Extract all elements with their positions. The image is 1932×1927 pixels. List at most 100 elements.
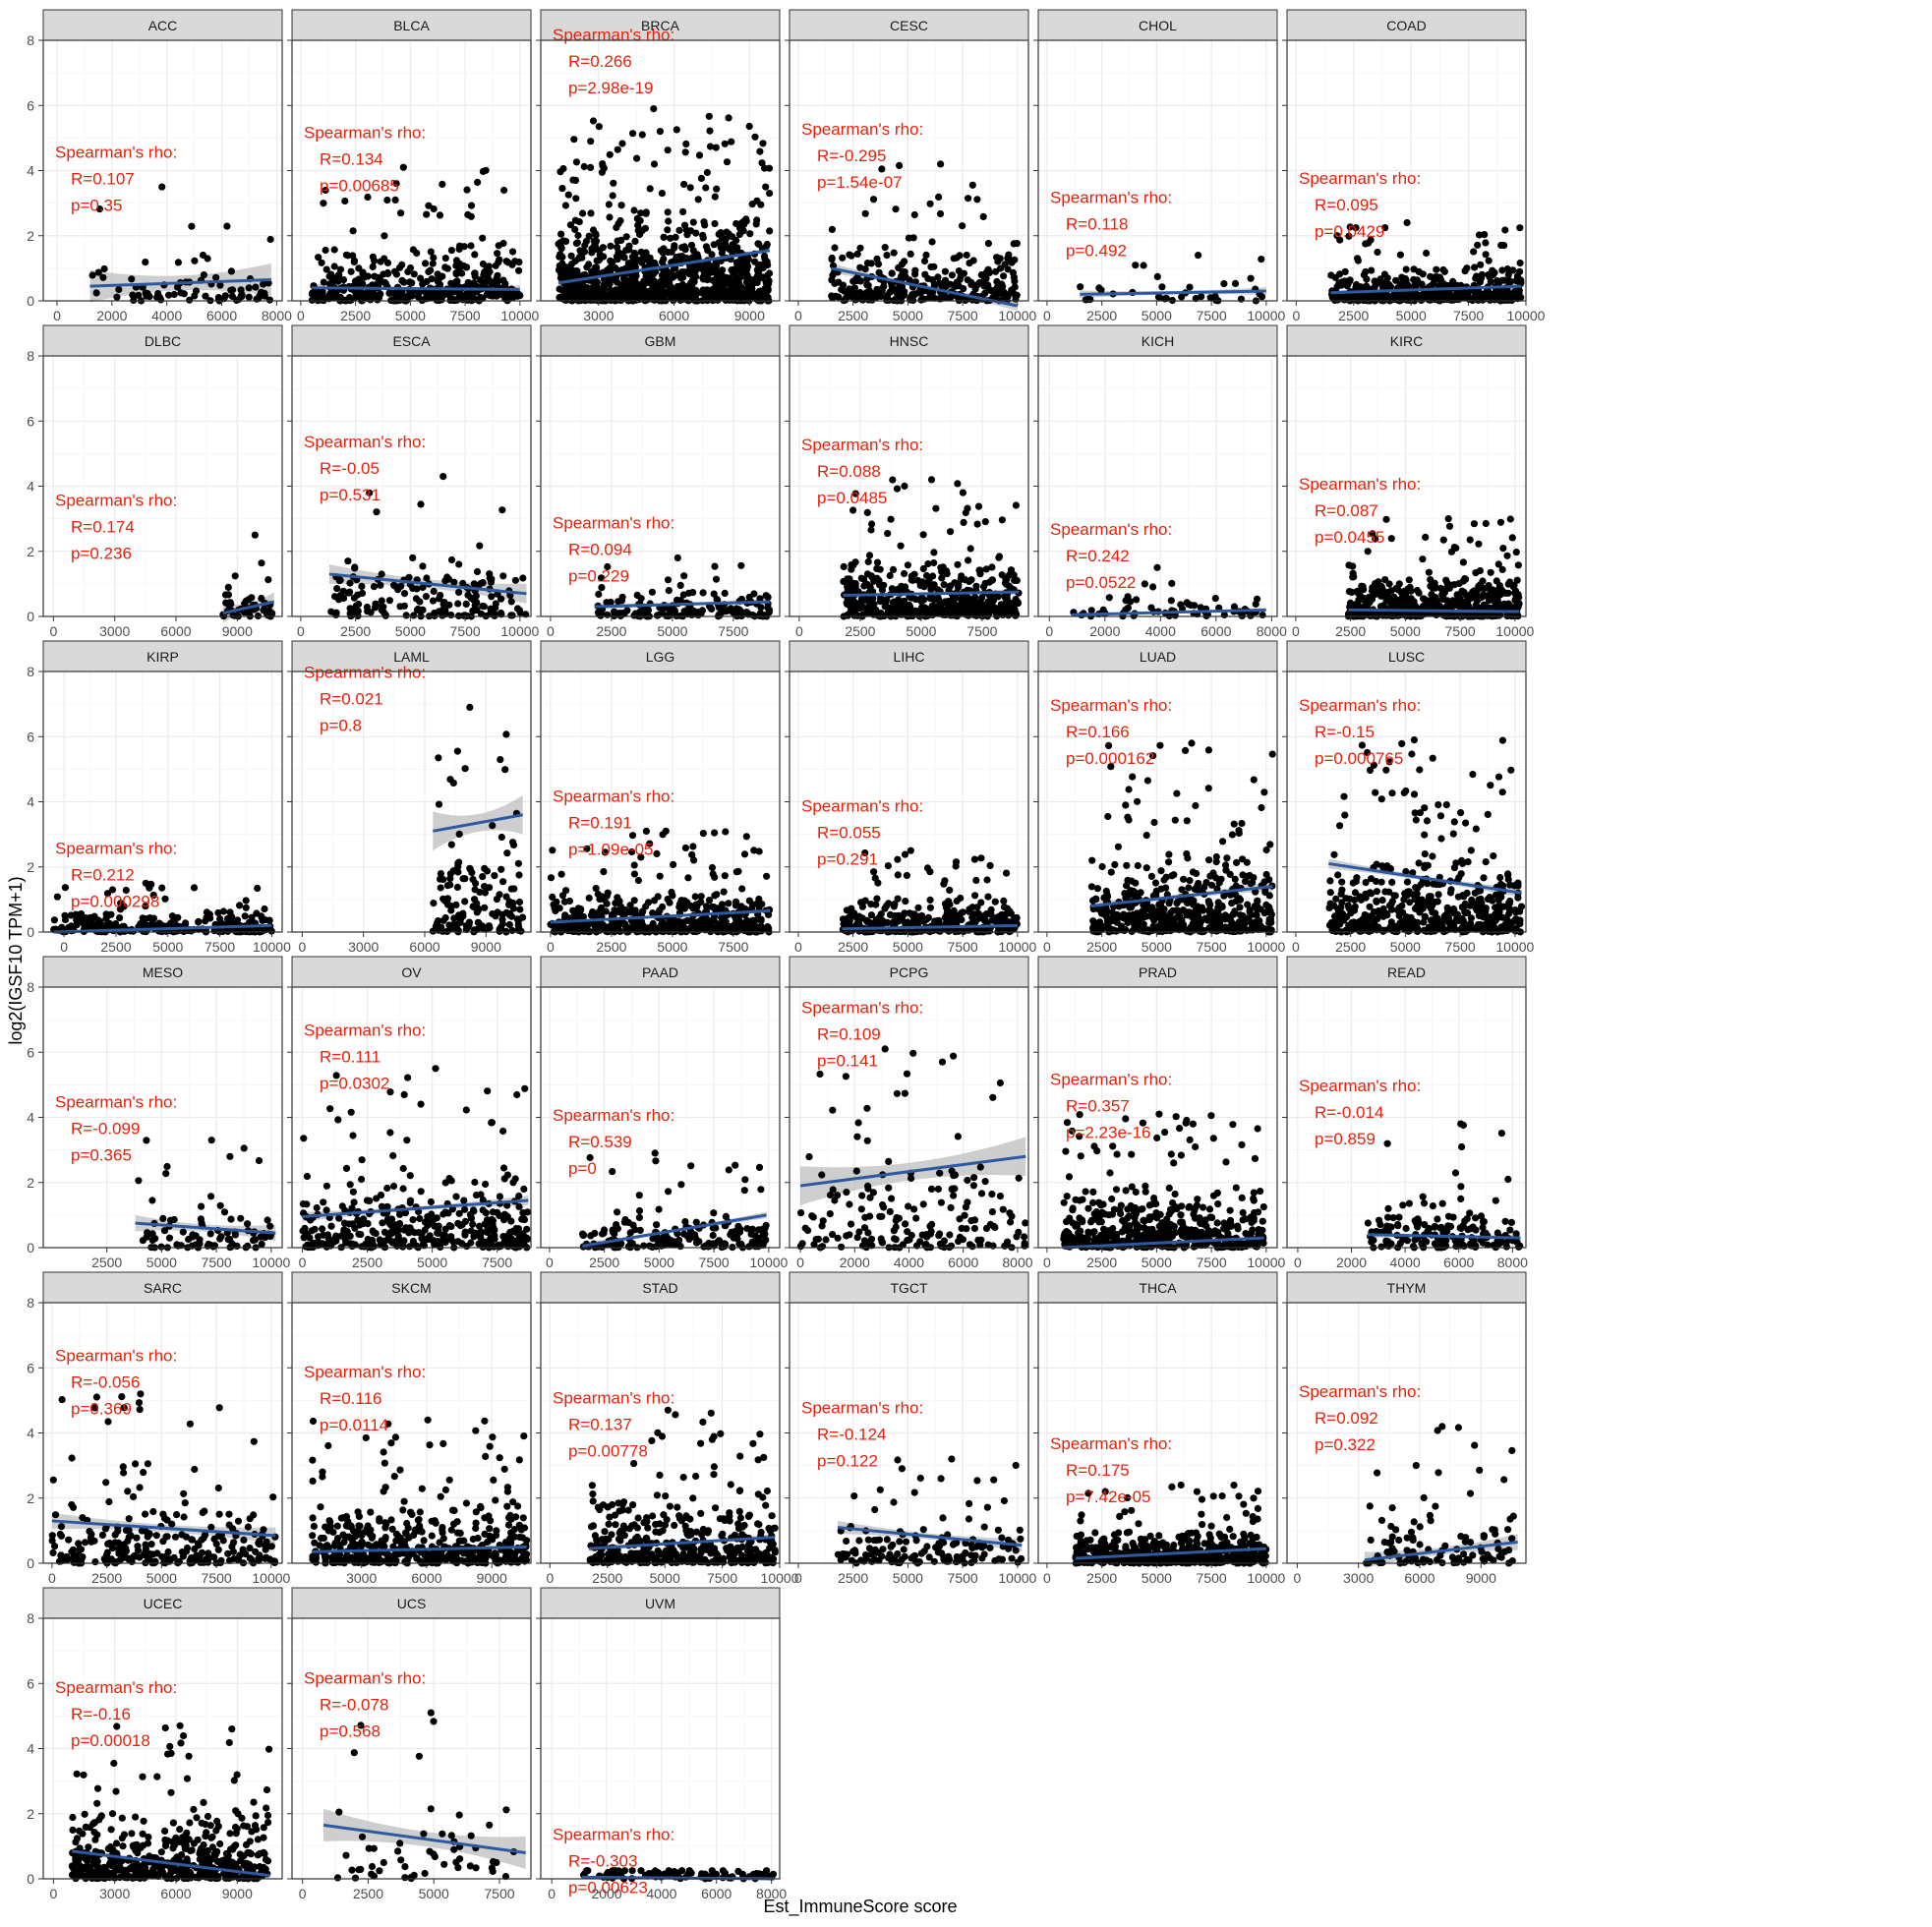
data-point — [517, 928, 524, 935]
stat-p-value: p=0.000298 — [71, 893, 159, 911]
data-point — [1376, 275, 1383, 282]
data-point — [475, 919, 482, 926]
data-point — [600, 287, 607, 294]
data-point — [680, 572, 687, 579]
data-point — [411, 270, 418, 277]
data-point — [1403, 265, 1410, 272]
data-point — [630, 206, 637, 213]
data-point — [865, 558, 872, 565]
data-point — [1361, 271, 1368, 278]
data-point — [1077, 283, 1083, 290]
data-point — [1504, 297, 1511, 304]
data-point — [737, 562, 744, 569]
data-point — [600, 253, 607, 260]
data-point — [829, 226, 836, 233]
data-point — [867, 289, 874, 296]
x-tick-label: 7500 — [450, 308, 481, 323]
data-point — [357, 280, 364, 287]
y-tick-label: 8 — [27, 32, 34, 48]
data-point — [665, 208, 672, 215]
data-point — [191, 258, 198, 264]
data-point — [509, 612, 516, 618]
data-point — [969, 608, 976, 614]
data-point — [878, 165, 885, 172]
data-point — [937, 210, 944, 217]
facet-strip-label: CHOL — [1139, 18, 1177, 33]
stat-p-value: p=0.531 — [320, 486, 381, 504]
data-point — [741, 850, 748, 857]
data-point — [967, 545, 974, 552]
data-point — [1474, 242, 1481, 249]
x-tick-label: 2000 — [1089, 623, 1120, 639]
data-point — [591, 238, 598, 245]
data-point — [74, 921, 81, 928]
data-point — [947, 528, 954, 535]
x-tick-label: 9000 — [222, 623, 253, 639]
x-tick-label: 2500 — [340, 623, 371, 639]
data-point — [929, 238, 936, 245]
stat-r-value: R=0.174 — [71, 517, 135, 536]
data-point — [1505, 271, 1512, 278]
data-point — [1149, 583, 1156, 590]
x-tick-label: 3000 — [99, 623, 130, 639]
data-point — [607, 151, 614, 158]
data-point — [711, 241, 718, 248]
data-point — [453, 269, 460, 276]
data-point — [718, 229, 725, 236]
x-tick-label: 7500 — [1197, 308, 1227, 323]
data-point — [983, 565, 990, 572]
data-point — [999, 516, 1006, 523]
data-point — [642, 225, 649, 232]
x-tick-label: 10000 — [500, 623, 539, 639]
data-point — [423, 211, 430, 218]
x-tick-label: 2500 — [340, 308, 371, 323]
data-point — [596, 247, 603, 254]
data-point — [921, 258, 928, 264]
data-point — [633, 155, 640, 162]
data-point — [1248, 275, 1255, 282]
data-point — [853, 277, 860, 284]
data-point — [688, 242, 695, 249]
data-point — [508, 598, 515, 605]
data-point — [954, 561, 961, 568]
y-tick-label: 0 — [27, 924, 34, 940]
data-point — [615, 146, 621, 153]
data-point — [258, 595, 264, 602]
data-point — [733, 244, 740, 251]
data-point — [440, 601, 447, 608]
data-point — [1004, 255, 1011, 262]
data-point — [1011, 257, 1018, 263]
data-point — [985, 240, 992, 247]
data-point — [711, 892, 718, 899]
data-point — [438, 870, 444, 877]
x-tick-label: 5000 — [893, 308, 923, 323]
data-point — [460, 613, 467, 619]
data-point — [171, 291, 178, 298]
data-point — [1369, 584, 1376, 591]
data-point — [371, 583, 378, 590]
data-point — [706, 128, 713, 135]
data-point — [500, 187, 507, 194]
data-point — [689, 610, 696, 616]
data-point — [359, 590, 366, 597]
facet-strip-label: KIRC — [1390, 333, 1423, 349]
stat-heading: Spearman's rho: — [553, 514, 674, 533]
data-point — [647, 258, 654, 264]
data-point — [917, 598, 924, 605]
data-point — [1095, 284, 1102, 291]
data-point — [242, 912, 249, 919]
data-point — [675, 227, 682, 234]
data-point — [374, 296, 381, 303]
data-point — [459, 912, 466, 919]
stat-r-value: R=0.095 — [1315, 196, 1378, 214]
data-point — [677, 582, 684, 589]
data-point — [392, 197, 399, 204]
y-tick-label: 6 — [27, 413, 34, 429]
facet-strip-label: LGG — [646, 649, 675, 665]
data-point — [454, 748, 461, 755]
data-point — [430, 900, 437, 906]
data-point — [1441, 589, 1448, 596]
